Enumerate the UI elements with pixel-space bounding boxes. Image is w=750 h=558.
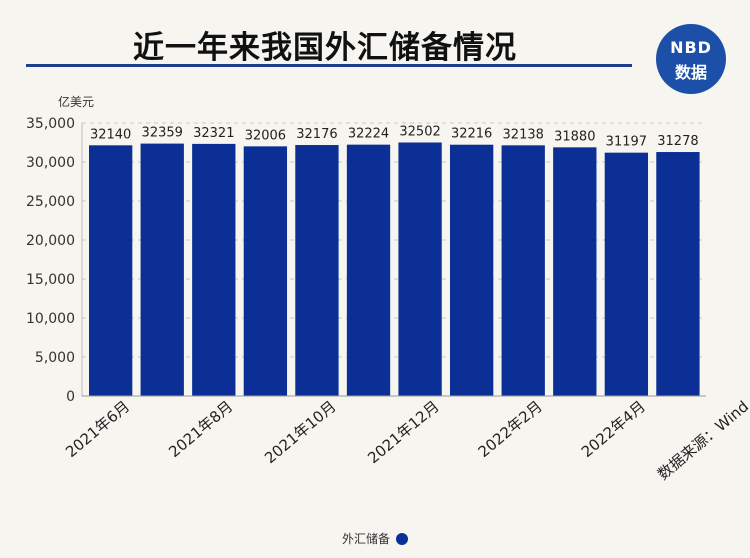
data-label: 31197	[606, 135, 647, 150]
data-label: 31880	[554, 129, 595, 144]
title-underline	[26, 64, 632, 67]
y-tick-label: 10,000	[26, 311, 75, 327]
data-label: 32224	[348, 127, 389, 142]
nbd-data-logo: NBD 数据	[656, 24, 726, 94]
x-tick-label: 2021年12月	[364, 397, 442, 467]
x-tick-label: 2021年6月	[62, 397, 133, 461]
y-tick-label: 5,000	[35, 350, 75, 366]
bar-2021年9月	[243, 146, 288, 396]
logo-line-1: NBD	[670, 38, 712, 57]
logo-line-2: 数据	[674, 63, 707, 82]
bar-2022年2月	[501, 145, 545, 396]
x-tick-label: 2022年4月	[578, 397, 649, 461]
y-tick-label: 20,000	[26, 233, 75, 249]
data-label: 32138	[503, 127, 544, 142]
bar-2022年5月	[656, 152, 700, 396]
legend-marker	[396, 533, 408, 545]
data-label: 32359	[142, 126, 183, 141]
bar-2022年3月	[553, 147, 597, 396]
data-label: 32006	[245, 128, 286, 143]
y-tick-label: 15,000	[26, 272, 75, 288]
data-label: 32502	[399, 124, 440, 139]
data-label: 31278	[657, 134, 698, 149]
bar-2021年7月	[140, 143, 184, 396]
x-tick-label: 2022年2月	[475, 397, 546, 461]
y-tick-label: 0	[66, 389, 75, 405]
legend[interactable]: 外汇储备	[0, 530, 750, 547]
bar-2021年6月	[89, 145, 133, 396]
y-tick-label: 35,000	[26, 116, 75, 132]
data-label: 32216	[451, 127, 492, 142]
bar-2022年1月	[449, 144, 494, 396]
y-tick-label: 30,000	[26, 155, 75, 171]
x-tick-label: 2021年8月	[165, 397, 236, 461]
data-label: 32176	[296, 127, 337, 142]
y-axis-unit: 亿美元	[58, 94, 94, 109]
legend-label: 外汇储备	[341, 532, 390, 546]
data-label: 32321	[193, 126, 234, 141]
bar-2021年8月	[192, 143, 236, 396]
data-label: 32140	[90, 127, 131, 142]
bar-2022年4月	[604, 152, 649, 396]
y-tick-label: 25,000	[26, 194, 75, 210]
bar-2021年12月	[398, 142, 442, 396]
bar-2021年10月	[295, 145, 339, 396]
chart-title: 近一年来我国外汇储备情况	[133, 30, 517, 66]
x-tick-label: 数据来源：Wind	[654, 397, 750, 483]
bar-2021年11月	[346, 144, 391, 396]
x-tick-label: 2021年10月	[261, 397, 339, 467]
